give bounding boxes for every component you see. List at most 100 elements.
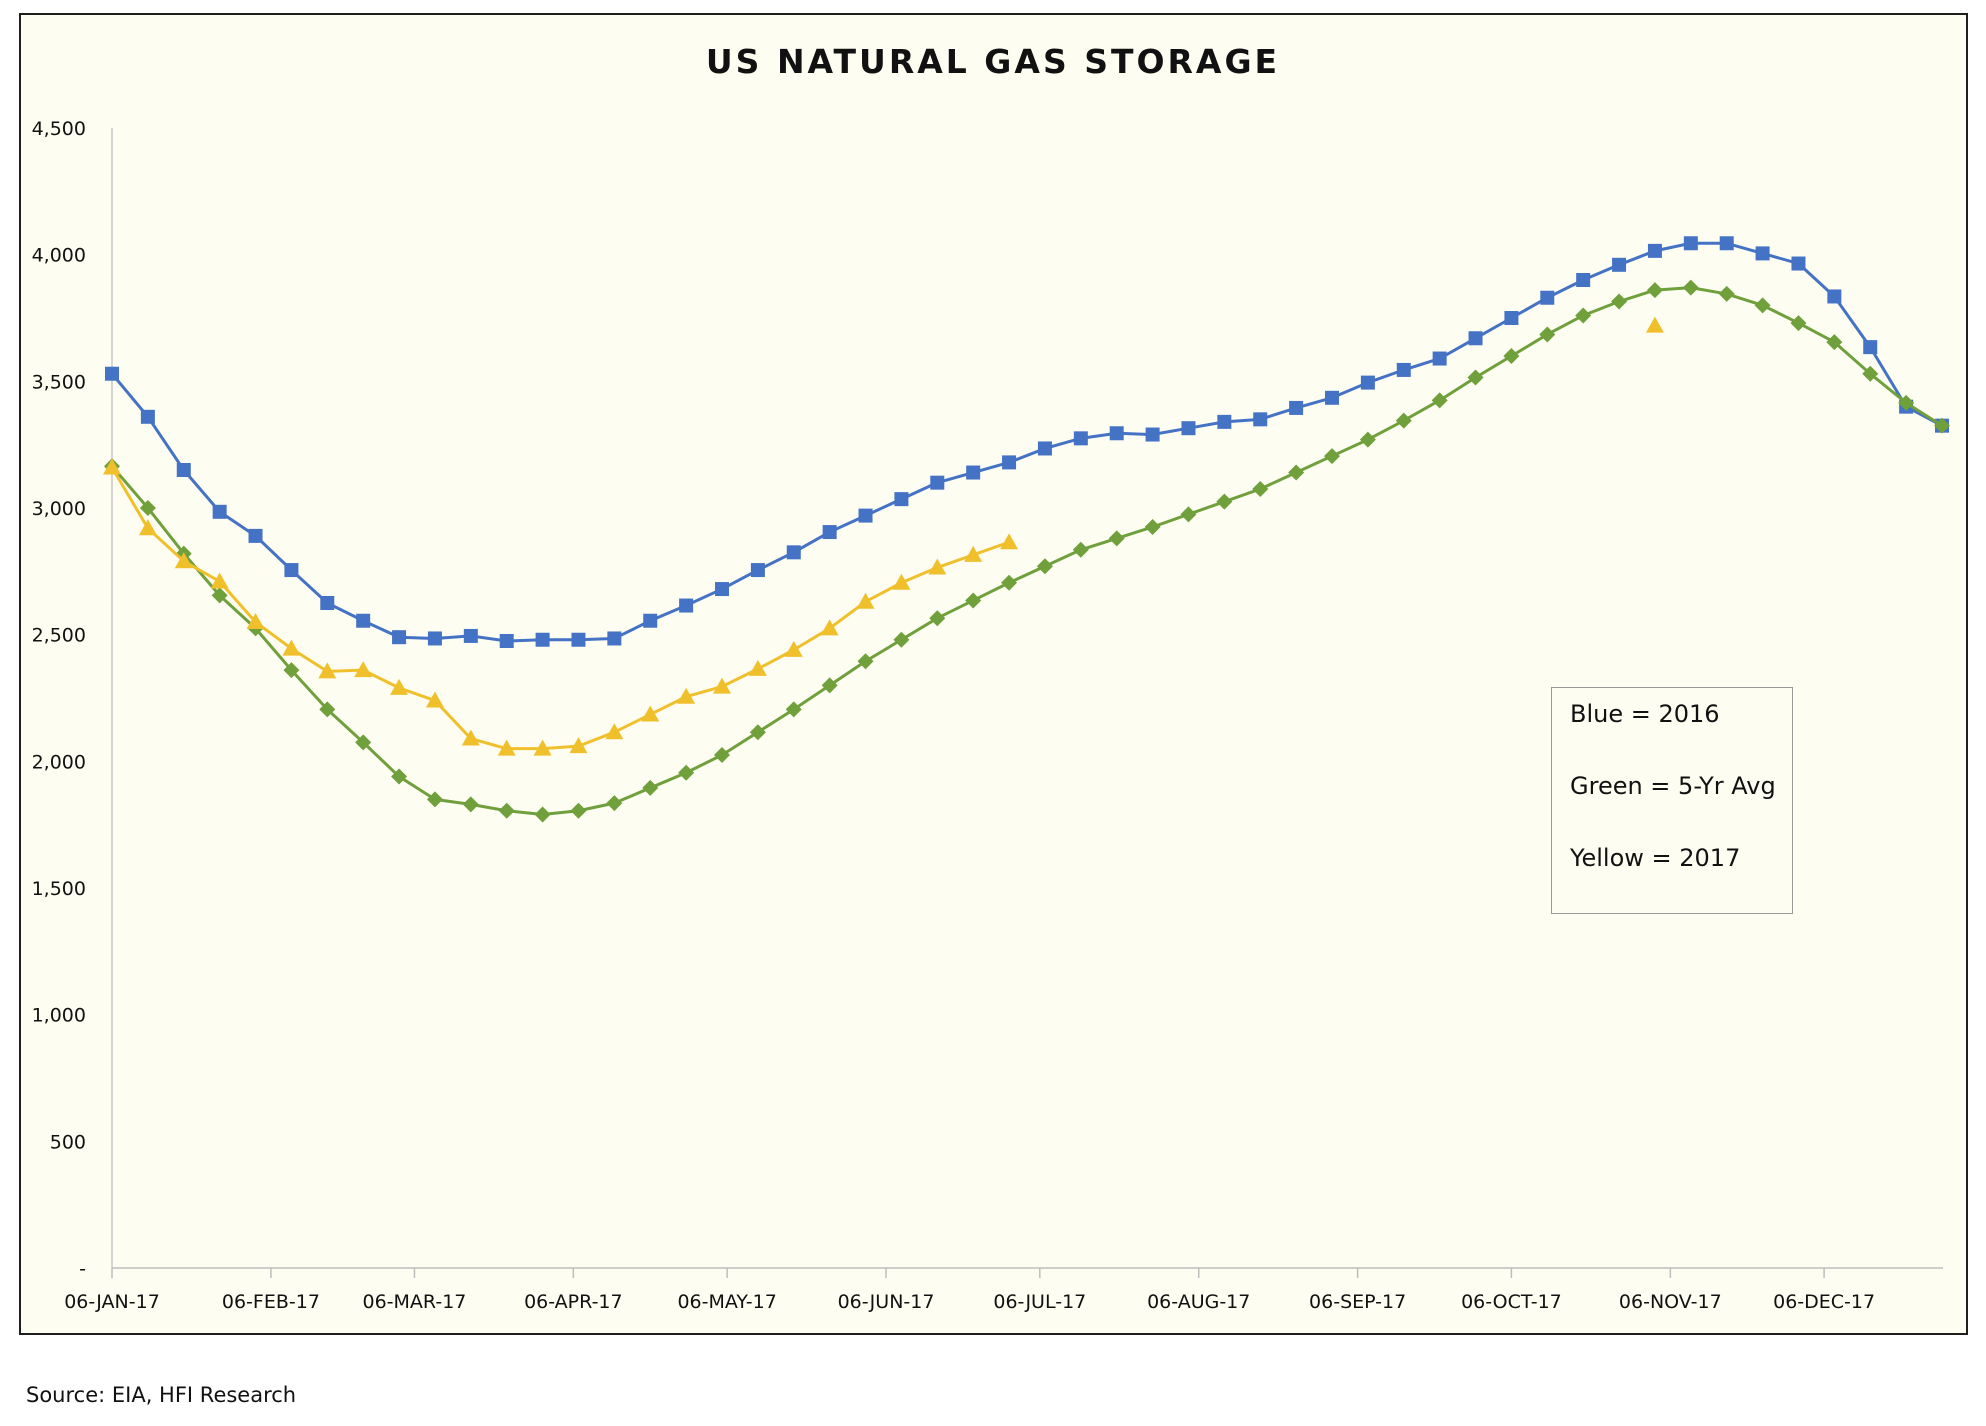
x-tick-label: 06-JAN-17 <box>64 1291 160 1313</box>
data-point <box>497 739 516 756</box>
data-point <box>1431 392 1448 409</box>
chart-title: US NATURAL GAS STORAGE <box>705 42 1281 81</box>
data-point <box>1288 464 1305 481</box>
data-point <box>461 729 480 746</box>
data-point <box>535 632 550 647</box>
data-point <box>1718 285 1735 302</box>
data-point <box>1645 316 1664 333</box>
data-point <box>570 802 587 819</box>
data-point <box>1540 290 1555 305</box>
legend-item-green: Green = 5-Yr Avg <box>1570 772 1776 800</box>
data-point <box>320 596 335 610</box>
data-point <box>1755 246 1770 261</box>
data-point <box>1072 541 1089 558</box>
data-point <box>1217 414 1232 429</box>
data-point <box>354 661 373 678</box>
data-point <box>392 630 407 645</box>
x-tick-label: 06-OCT-17 <box>1461 1291 1562 1313</box>
data-point <box>248 528 263 543</box>
x-tick-label: 06-MAY-17 <box>677 1291 776 1313</box>
data-point <box>821 677 838 694</box>
data-point <box>569 737 588 754</box>
data-point <box>643 613 658 628</box>
x-tick-label: 06-AUG-17 <box>1147 1291 1250 1313</box>
chart-frame <box>19 13 1968 1335</box>
data-point <box>678 764 695 781</box>
data-point <box>1826 334 1843 351</box>
data-point <box>1181 421 1196 436</box>
series-layer <box>103 236 1950 823</box>
data-point <box>463 628 478 643</box>
data-point <box>930 475 945 490</box>
legend-item-yellow: Yellow = 2017 <box>1570 844 1741 872</box>
data-point <box>1503 348 1520 364</box>
data-point <box>1359 431 1376 448</box>
data-point <box>391 768 408 785</box>
y-tick-label: 2,500 <box>32 625 86 647</box>
data-point <box>1719 236 1734 251</box>
data-point <box>571 632 586 647</box>
data-point <box>1216 493 1233 510</box>
data-point <box>498 802 515 819</box>
data-point <box>1468 331 1483 346</box>
y-tick-label: 1,500 <box>32 878 86 900</box>
data-point <box>607 631 622 646</box>
data-point <box>1646 282 1663 299</box>
data-point <box>964 545 983 562</box>
x-tick-label: 06-MAR-17 <box>362 1291 466 1313</box>
data-point <box>1898 394 1915 411</box>
x-tick-label: 06-DEC-17 <box>1773 1291 1875 1313</box>
data-point <box>140 409 155 424</box>
data-point <box>894 492 909 507</box>
data-point <box>1790 315 1807 332</box>
y-tick-label: 3,000 <box>32 498 86 520</box>
data-point <box>858 508 873 523</box>
data-point <box>641 705 660 722</box>
x-tick-label: 06-JUL-17 <box>993 1291 1086 1313</box>
y-tick-label: - <box>79 1258 86 1280</box>
y-tick-label: 3,500 <box>32 371 86 393</box>
y-tick-label: 4,500 <box>32 118 86 140</box>
legend-box: Blue = 2016 Green = 5-Yr Avg Yellow = 20… <box>1551 687 1793 914</box>
data-point <box>1253 412 1268 427</box>
source-note: Source: EIA, HFI Research <box>26 1383 297 1407</box>
data-point <box>820 619 839 636</box>
y-tick-label: 500 <box>50 1131 86 1153</box>
data-point <box>103 458 121 475</box>
data-point <box>211 587 228 604</box>
data-point <box>1002 455 1017 470</box>
data-point <box>606 795 623 812</box>
data-point <box>929 610 946 627</box>
data-point <box>1432 351 1447 366</box>
data-point <box>1289 400 1304 415</box>
data-point <box>857 653 874 670</box>
data-point <box>1575 307 1592 324</box>
data-point <box>210 572 229 589</box>
series-line <box>110 466 1010 751</box>
data-point <box>1360 375 1375 390</box>
data-point <box>1001 574 1018 591</box>
data-point <box>748 659 767 676</box>
data-point <box>355 734 372 751</box>
data-point <box>319 701 336 718</box>
data-point <box>425 691 444 708</box>
data-point <box>139 500 156 516</box>
series-3 <box>103 316 1664 756</box>
series-1 <box>105 236 1949 648</box>
data-point <box>784 640 803 657</box>
data-point <box>1611 293 1628 310</box>
data-point <box>892 573 911 590</box>
data-point <box>390 678 409 695</box>
series-line <box>110 286 1943 817</box>
data-point <box>605 723 624 740</box>
data-point <box>1036 558 1053 575</box>
data-point <box>176 463 191 477</box>
y-tick-label: 1,000 <box>32 1005 86 1027</box>
data-point <box>1612 257 1627 272</box>
data-point <box>1467 369 1484 386</box>
data-point <box>1144 519 1161 535</box>
data-point <box>677 687 696 704</box>
data-point <box>1754 297 1771 314</box>
data-point <box>1180 506 1197 523</box>
data-point <box>499 634 514 648</box>
